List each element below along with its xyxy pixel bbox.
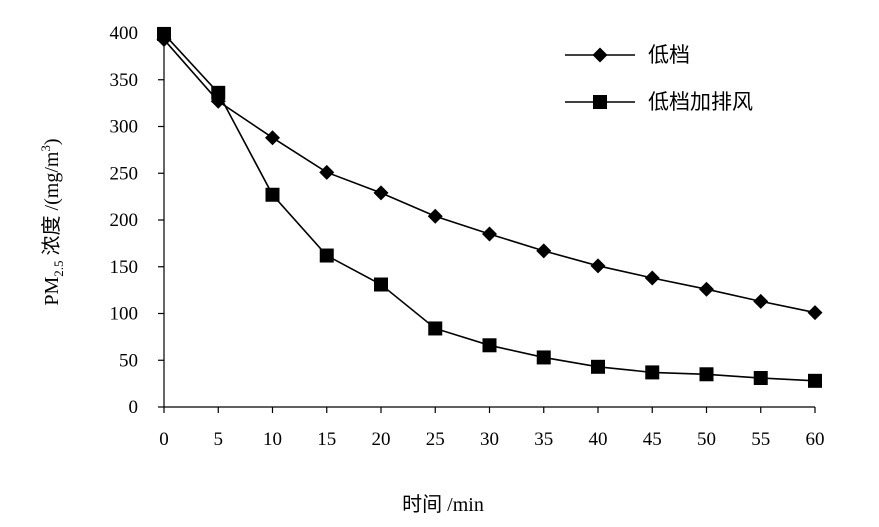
data-point-diamond bbox=[644, 270, 660, 286]
data-point-diamond bbox=[265, 130, 280, 146]
series-line-square bbox=[163, 33, 816, 382]
data-point-square bbox=[591, 359, 605, 374]
data-point-square bbox=[374, 277, 388, 292]
data-point-square bbox=[645, 365, 660, 380]
x-tick-label: 0 bbox=[159, 429, 169, 450]
y-tick-label: 400 bbox=[110, 23, 139, 44]
data-point-square bbox=[265, 187, 280, 202]
data-point-square bbox=[808, 373, 822, 388]
data-point-diamond bbox=[753, 293, 769, 309]
x-tick-label: 55 bbox=[751, 429, 770, 450]
x-axis-title: 时间 /min bbox=[402, 493, 484, 516]
x-tick-label: 40 bbox=[589, 429, 608, 450]
x-axis-ticks: 0 5 10 15 20 25 30 35 40 45 50 55 60 bbox=[159, 407, 825, 450]
y-axis-title-superscript: 3 bbox=[38, 145, 53, 152]
y-tick-label: 200 bbox=[110, 210, 139, 231]
x-tick-label: 45 bbox=[643, 429, 662, 450]
y-tick-label: 300 bbox=[110, 117, 139, 138]
y-axis-title-subscript: 2.5 bbox=[51, 260, 66, 276]
y-tick-label: 150 bbox=[110, 257, 139, 278]
legend-label: 低档加排风 bbox=[648, 90, 753, 114]
legend-marker-diamond bbox=[592, 47, 608, 63]
y-tick-label: 250 bbox=[110, 163, 139, 184]
data-point-diamond bbox=[427, 208, 443, 224]
data-point-square bbox=[211, 85, 226, 100]
data-point-diamond bbox=[536, 243, 552, 259]
x-tick-label: 5 bbox=[214, 429, 224, 450]
data-point-diamond bbox=[373, 185, 389, 201]
x-tick-label: 20 bbox=[372, 429, 391, 450]
x-tick-label: 10 bbox=[263, 429, 282, 450]
series-layer bbox=[156, 26, 823, 388]
data-point-diamond bbox=[319, 164, 335, 180]
y-axis-title-prefix: PM bbox=[41, 276, 63, 305]
x-tick-label: 60 bbox=[806, 429, 825, 450]
data-point-diamond bbox=[699, 281, 714, 297]
legend-label: 低档 bbox=[648, 43, 690, 67]
x-tick-label: 30 bbox=[480, 429, 499, 450]
data-point-square bbox=[753, 371, 768, 386]
y-axis-title: PM2.5 浓度 /(mg/m3) bbox=[38, 138, 66, 305]
legend-marker-square bbox=[593, 95, 607, 109]
data-point-square bbox=[482, 338, 497, 353]
data-point-square bbox=[319, 248, 334, 263]
y-axis-title-suffix: ) bbox=[41, 138, 63, 145]
y-tick-label: 100 bbox=[110, 304, 139, 325]
x-tick-label: 25 bbox=[426, 429, 445, 450]
series-diamond bbox=[156, 32, 823, 321]
y-axis-title-middle: 浓度 /(mg/m bbox=[40, 151, 63, 260]
data-point-square bbox=[699, 367, 714, 382]
y-axis-ticks: 0 50 100 150 200 250 300 350 400 bbox=[110, 23, 164, 418]
data-point-diamond bbox=[482, 226, 497, 242]
data-point-square bbox=[536, 350, 551, 365]
y-tick-label: 350 bbox=[110, 70, 139, 91]
data-point-diamond bbox=[807, 305, 823, 321]
x-tick-label: 35 bbox=[534, 429, 553, 450]
data-point-square bbox=[157, 26, 171, 41]
x-tick-label: 15 bbox=[317, 429, 336, 450]
data-point-diamond bbox=[590, 258, 606, 274]
x-tick-label: 50 bbox=[697, 429, 716, 450]
series-square bbox=[157, 26, 822, 388]
y-tick-label: 0 bbox=[129, 397, 139, 418]
data-point-square bbox=[428, 321, 443, 336]
y-tick-label: 50 bbox=[119, 350, 138, 371]
